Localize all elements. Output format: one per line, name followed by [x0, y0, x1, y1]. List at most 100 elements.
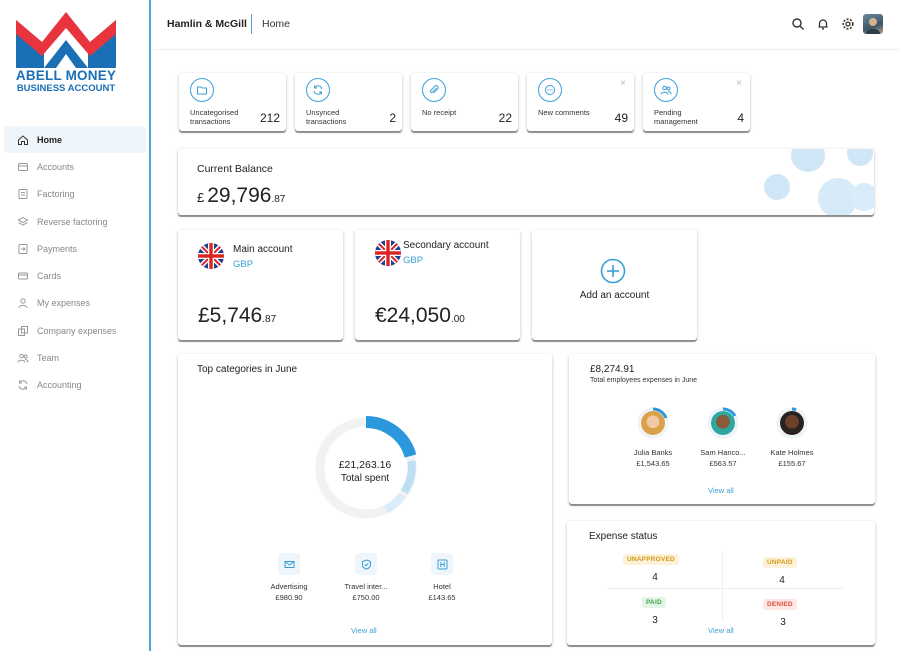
- accounts-icon: [17, 161, 29, 173]
- uk-flag-icon: [198, 243, 224, 269]
- status-badge-paid[interactable]: PAID: [642, 597, 666, 608]
- add-account-label: Add an account: [579, 290, 650, 301]
- sidebar-item-payments[interactable]: Payments: [4, 235, 146, 262]
- main-account-card[interactable]: Main account GBP £5,746.87: [178, 230, 343, 340]
- sidebar-item-home[interactable]: Home: [4, 126, 146, 154]
- stat-value: 49: [614, 111, 628, 125]
- account-currency: GBP: [233, 259, 254, 270]
- employee-name: Kate Holmes: [770, 448, 814, 457]
- employee-sam-hancock[interactable]: Sam Hanco... £563.57: [683, 407, 763, 468]
- secondary-account-card[interactable]: Secondary account GBP €24,050.00: [355, 230, 520, 340]
- mail-icon: [278, 553, 300, 575]
- expense-status-title: Expense status: [589, 531, 658, 542]
- category-value: £750.00: [352, 593, 380, 602]
- company-logo[interactable]: ABELL MONEY BUSINESS ACCOUNT: [14, 10, 118, 96]
- employee-name: Sam Hanco...: [700, 448, 746, 457]
- close-icon[interactable]: ×: [620, 78, 626, 89]
- stat-label: New comments: [538, 108, 590, 117]
- stat-card-no-receipt[interactable]: No receipt 22: [411, 73, 518, 131]
- search-icon[interactable]: [791, 17, 805, 31]
- balance-currency: £: [197, 190, 205, 205]
- user-avatar[interactable]: [863, 14, 883, 34]
- sidebar-item-cards[interactable]: Cards: [4, 262, 146, 289]
- sidebar-item-label: Accounts: [37, 161, 75, 172]
- users-icon: [654, 78, 678, 102]
- employee-expenses-subtitle: Total employees expenses in June: [590, 377, 698, 384]
- category-travel[interactable]: Travel inter... £750.00: [326, 553, 406, 602]
- category-name: Advertising: [270, 582, 308, 591]
- sidebar-item-label: Company expenses: [37, 325, 117, 336]
- view-all-employees-link[interactable]: View all: [708, 486, 734, 495]
- stat-value: 4: [737, 111, 744, 125]
- stat-label: Pending management: [654, 108, 698, 126]
- employee-value: £1,543.65: [636, 459, 670, 468]
- account-balance-decimal: .87: [262, 314, 277, 325]
- status-badge-unpaid[interactable]: UNPAID: [763, 557, 797, 568]
- account-name: Main account: [233, 244, 293, 255]
- paperclip-icon: [422, 78, 446, 102]
- sidebar-item-company-expenses[interactable]: Company expenses: [4, 317, 146, 344]
- brand-subtitle: BUSINESS ACCOUNT: [16, 83, 116, 94]
- employee-julia-banks[interactable]: Julia Banks £1,543.65: [613, 407, 693, 468]
- breadcrumb: Home: [262, 18, 291, 30]
- sidebar-item-accounting[interactable]: Accounting: [4, 372, 146, 399]
- sidebar-item-team[interactable]: Team: [4, 344, 146, 371]
- sidebar-item-reverse-factoring[interactable]: Reverse factoring: [4, 208, 146, 235]
- company-name[interactable]: Hamlin & McGill: [167, 18, 247, 30]
- sidebar-item-factoring[interactable]: Factoring: [4, 181, 146, 208]
- stat-card-uncategorised[interactable]: Uncategorised transactions 212: [179, 73, 286, 131]
- stat-value: 22: [498, 111, 512, 125]
- category-value: £980.90: [275, 593, 303, 602]
- sidebar-item-label: My expenses: [37, 298, 91, 309]
- stat-value: 212: [259, 111, 280, 125]
- sync-icon: [306, 78, 330, 102]
- team-icon: [17, 352, 29, 364]
- total-spent-label: Total spent: [340, 473, 390, 484]
- brand-name: ABELL MONEY: [15, 68, 117, 83]
- employee-expenses-card: £8,274.91 Total employees expenses in Ju…: [569, 354, 875, 504]
- top-categories-card: Top categories in June £21,263.16 Total …: [178, 354, 552, 645]
- top-header: Hamlin & McGill Home: [153, 0, 900, 50]
- account-balance-decimal: .00: [450, 314, 465, 325]
- home-icon: [17, 134, 29, 146]
- user-icon: [17, 297, 29, 309]
- category-hotel[interactable]: Hotel £143.65: [402, 553, 482, 602]
- sidebar-item-my-expenses[interactable]: My expenses: [4, 290, 146, 317]
- category-name: Hotel: [433, 582, 451, 591]
- add-account-button[interactable]: Add an account: [532, 230, 697, 340]
- avatar: [776, 407, 808, 439]
- divider: [607, 588, 843, 589]
- employee-value: £155.67: [778, 459, 806, 468]
- company-icon: [17, 325, 29, 337]
- sidebar-item-label: Payments: [37, 243, 78, 254]
- sidebar-item-accounts[interactable]: Accounts: [4, 153, 146, 180]
- balance-decimal: .87: [271, 194, 286, 205]
- plus-circle-icon: [600, 258, 626, 284]
- stat-card-new-comments[interactable]: × New comments 49: [527, 73, 634, 131]
- view-all-expense-status-link[interactable]: View all: [708, 626, 734, 635]
- sidebar: ABELL MONEY BUSINESS ACCOUNT Home Accoun…: [0, 0, 151, 651]
- stat-card-unsynced[interactable]: Unsynced transactions 2: [295, 73, 402, 131]
- account-balance: €24,050.00: [375, 304, 465, 328]
- account-balance-whole: €24,050: [375, 304, 451, 327]
- balance-amount: £29,796.87: [197, 184, 285, 208]
- current-balance-card: Current Balance £29,796.87: [178, 149, 874, 215]
- expense-status-card: Expense status UNAPPROVED 4 UNPAID 4 PAI…: [567, 521, 875, 645]
- category-advertising[interactable]: Advertising £980.90: [249, 553, 329, 602]
- status-badge-denied[interactable]: DENIED: [763, 599, 797, 610]
- employee-kate-holmes[interactable]: Kate Holmes £155.67: [752, 407, 832, 468]
- header-divider: [251, 14, 252, 34]
- gear-icon[interactable]: [841, 17, 855, 31]
- unapproved-count: 4: [652, 572, 658, 583]
- account-name: Secondary account: [403, 240, 489, 251]
- logo-mark-icon: [16, 12, 116, 68]
- bell-icon[interactable]: [816, 17, 830, 31]
- close-icon[interactable]: ×: [736, 78, 742, 89]
- sidebar-item-label: Accounting: [37, 380, 82, 391]
- folder-icon: [190, 78, 214, 102]
- card-icon: [17, 270, 29, 282]
- view-all-categories-link[interactable]: View all: [351, 626, 377, 635]
- status-badge-unapproved[interactable]: UNAPPROVED: [623, 554, 679, 565]
- stat-card-pending-management[interactable]: × Pending management 4: [643, 73, 750, 131]
- account-balance-whole: £5,746: [198, 304, 263, 327]
